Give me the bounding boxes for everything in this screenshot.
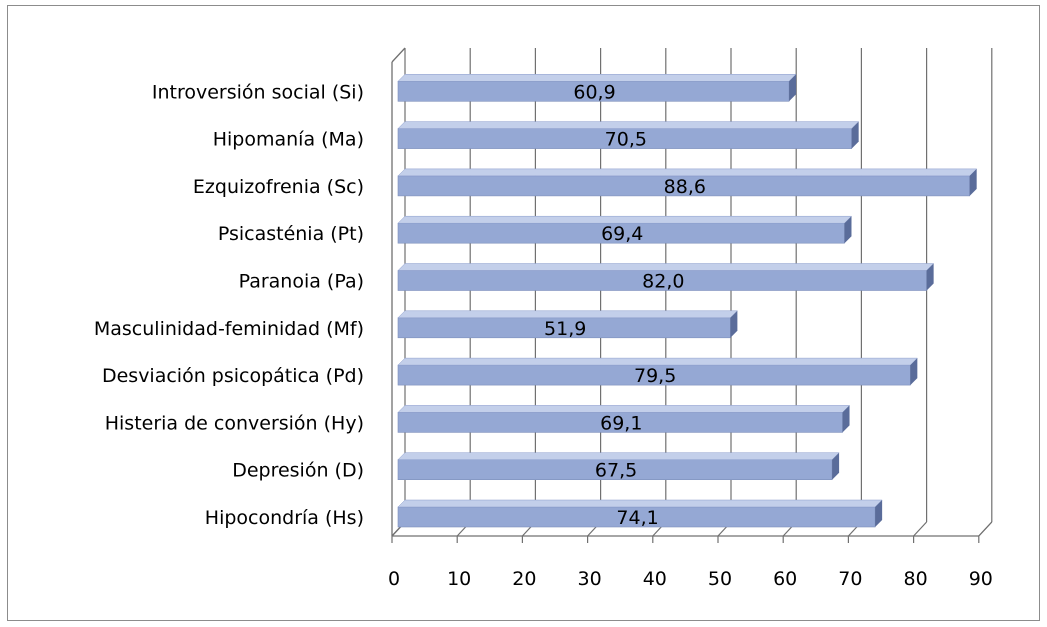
data-label: 82,0 xyxy=(642,271,684,293)
x-tick-label: 60 xyxy=(773,568,797,590)
data-label: 74,1 xyxy=(616,507,658,529)
category-label: Masculinidad-feminidad (Mf) xyxy=(94,318,364,340)
bar-end xyxy=(926,263,934,291)
bar-top xyxy=(397,452,840,460)
bar-top xyxy=(397,263,935,271)
bar-end xyxy=(910,358,918,386)
data-label: 69,1 xyxy=(600,412,642,434)
bar-end xyxy=(844,216,852,244)
bar-top xyxy=(397,121,860,129)
category-label: Introversión social (Si) xyxy=(152,81,364,103)
bar-top xyxy=(397,405,851,413)
bar-end xyxy=(851,121,859,149)
bar-end xyxy=(832,452,840,480)
x-tick-label: 70 xyxy=(838,568,862,590)
category-label: Paranoia (Pa) xyxy=(239,271,364,293)
bar-top xyxy=(397,357,918,366)
data-label: 69,4 xyxy=(601,223,643,245)
bar-end xyxy=(969,168,977,196)
category-label: Psicasténia (Pt) xyxy=(218,223,364,245)
data-label: 79,5 xyxy=(634,365,676,387)
data-labels: 74,1 67,5 69,1 79,5 51,9 82,0 69,4 88,6 70,5 60,9 xyxy=(544,81,706,529)
category-label: Hipocondría (Hs) xyxy=(205,507,364,529)
x-tick-label: 20 xyxy=(512,568,536,590)
bar-end xyxy=(875,500,883,527)
chart-frame: 74,1 67,5 69,1 79,5 51,9 82,0 69,4 88,6 70,5 60,9… xyxy=(7,5,1040,621)
x-axis-ticks: 0 10 20 30 40 50 60 70 80 90 xyxy=(388,568,993,590)
side-wall-top-edge xyxy=(391,47,406,63)
data-label: 51,9 xyxy=(544,318,586,340)
bar-end xyxy=(789,74,797,102)
bars xyxy=(397,74,978,528)
category-label: Histeria de conversión (Hy) xyxy=(105,412,364,434)
data-label: 88,6 xyxy=(664,176,706,198)
data-label: 70,5 xyxy=(605,129,647,151)
x-tick-label: 30 xyxy=(578,568,602,590)
data-label: 60,9 xyxy=(573,81,615,103)
x-tick-label: 10 xyxy=(447,568,471,590)
x-tick-label: 50 xyxy=(708,568,732,590)
bar-end xyxy=(730,310,738,338)
category-labels: Hipocondría (Hs) Depresión (D) Histeria de… xyxy=(94,81,364,529)
category-label: Hipomanía (Ma) xyxy=(213,129,364,151)
x-tick-label: 90 xyxy=(969,568,993,590)
category-label: Depresión (D) xyxy=(232,460,364,482)
bar-top xyxy=(397,215,853,224)
bar-top xyxy=(397,74,797,82)
x-tick-label: 0 xyxy=(388,568,400,590)
category-label: Desviación psicopática (Pd) xyxy=(102,365,364,387)
bar-top xyxy=(397,168,978,177)
floor-right-edge xyxy=(978,521,993,537)
x-tick-label: 40 xyxy=(643,568,667,590)
floor-grid-80 xyxy=(913,521,928,537)
category-label: Ezquizofrenia (Sc) xyxy=(193,176,364,198)
bar-end xyxy=(842,405,850,433)
bar-top xyxy=(397,310,738,319)
x-tick-label: 80 xyxy=(904,568,928,590)
bar-chart: 74,1 67,5 69,1 79,5 51,9 82,0 69,4 88,6 70,5 60,9… xyxy=(94,47,993,590)
bar-top xyxy=(397,499,883,508)
data-label: 67,5 xyxy=(595,460,637,482)
